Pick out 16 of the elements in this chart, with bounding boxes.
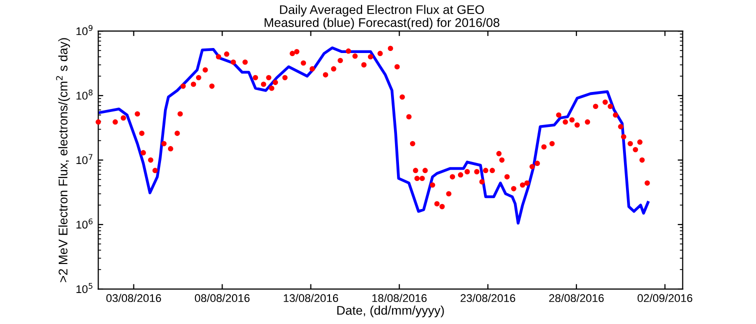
x-tick-label: 13/08/2016 [284,294,338,302]
y-tick-label: 10$^{9}$ [76,25,93,36]
x-tick-label: 28/08/2016 [549,294,604,302]
y-tick-label: 10$^{5}$ [76,283,92,294]
y-axis-title: >2 MeV Electron Flux, electrons/(cm$^{2}$ s day) [56,38,70,282]
x-axis-title: Date, (dd/mm/yyyy) [337,306,444,318]
y-tick-label: 10$^{6}$ [76,218,93,229]
y-tick-label: 10$^{8}$ [76,89,93,100]
x-tick-label: 18/08/2016 [372,294,427,302]
chart-title: Daily Averaged Electron Flux at GEO [280,4,484,17]
x-tick-label: 02/09/2016 [638,294,692,302]
x-tick-label: 08/08/2016 [194,294,250,302]
y-tick-label: 10$^{7}$ [76,154,92,164]
x-tick-label: 23/08/2016 [460,294,516,302]
x-tick-label: 03/08/2016 [106,294,162,302]
chart-subtitle: Measured (blue) Forecast(red) for 2016/08 [264,18,500,30]
